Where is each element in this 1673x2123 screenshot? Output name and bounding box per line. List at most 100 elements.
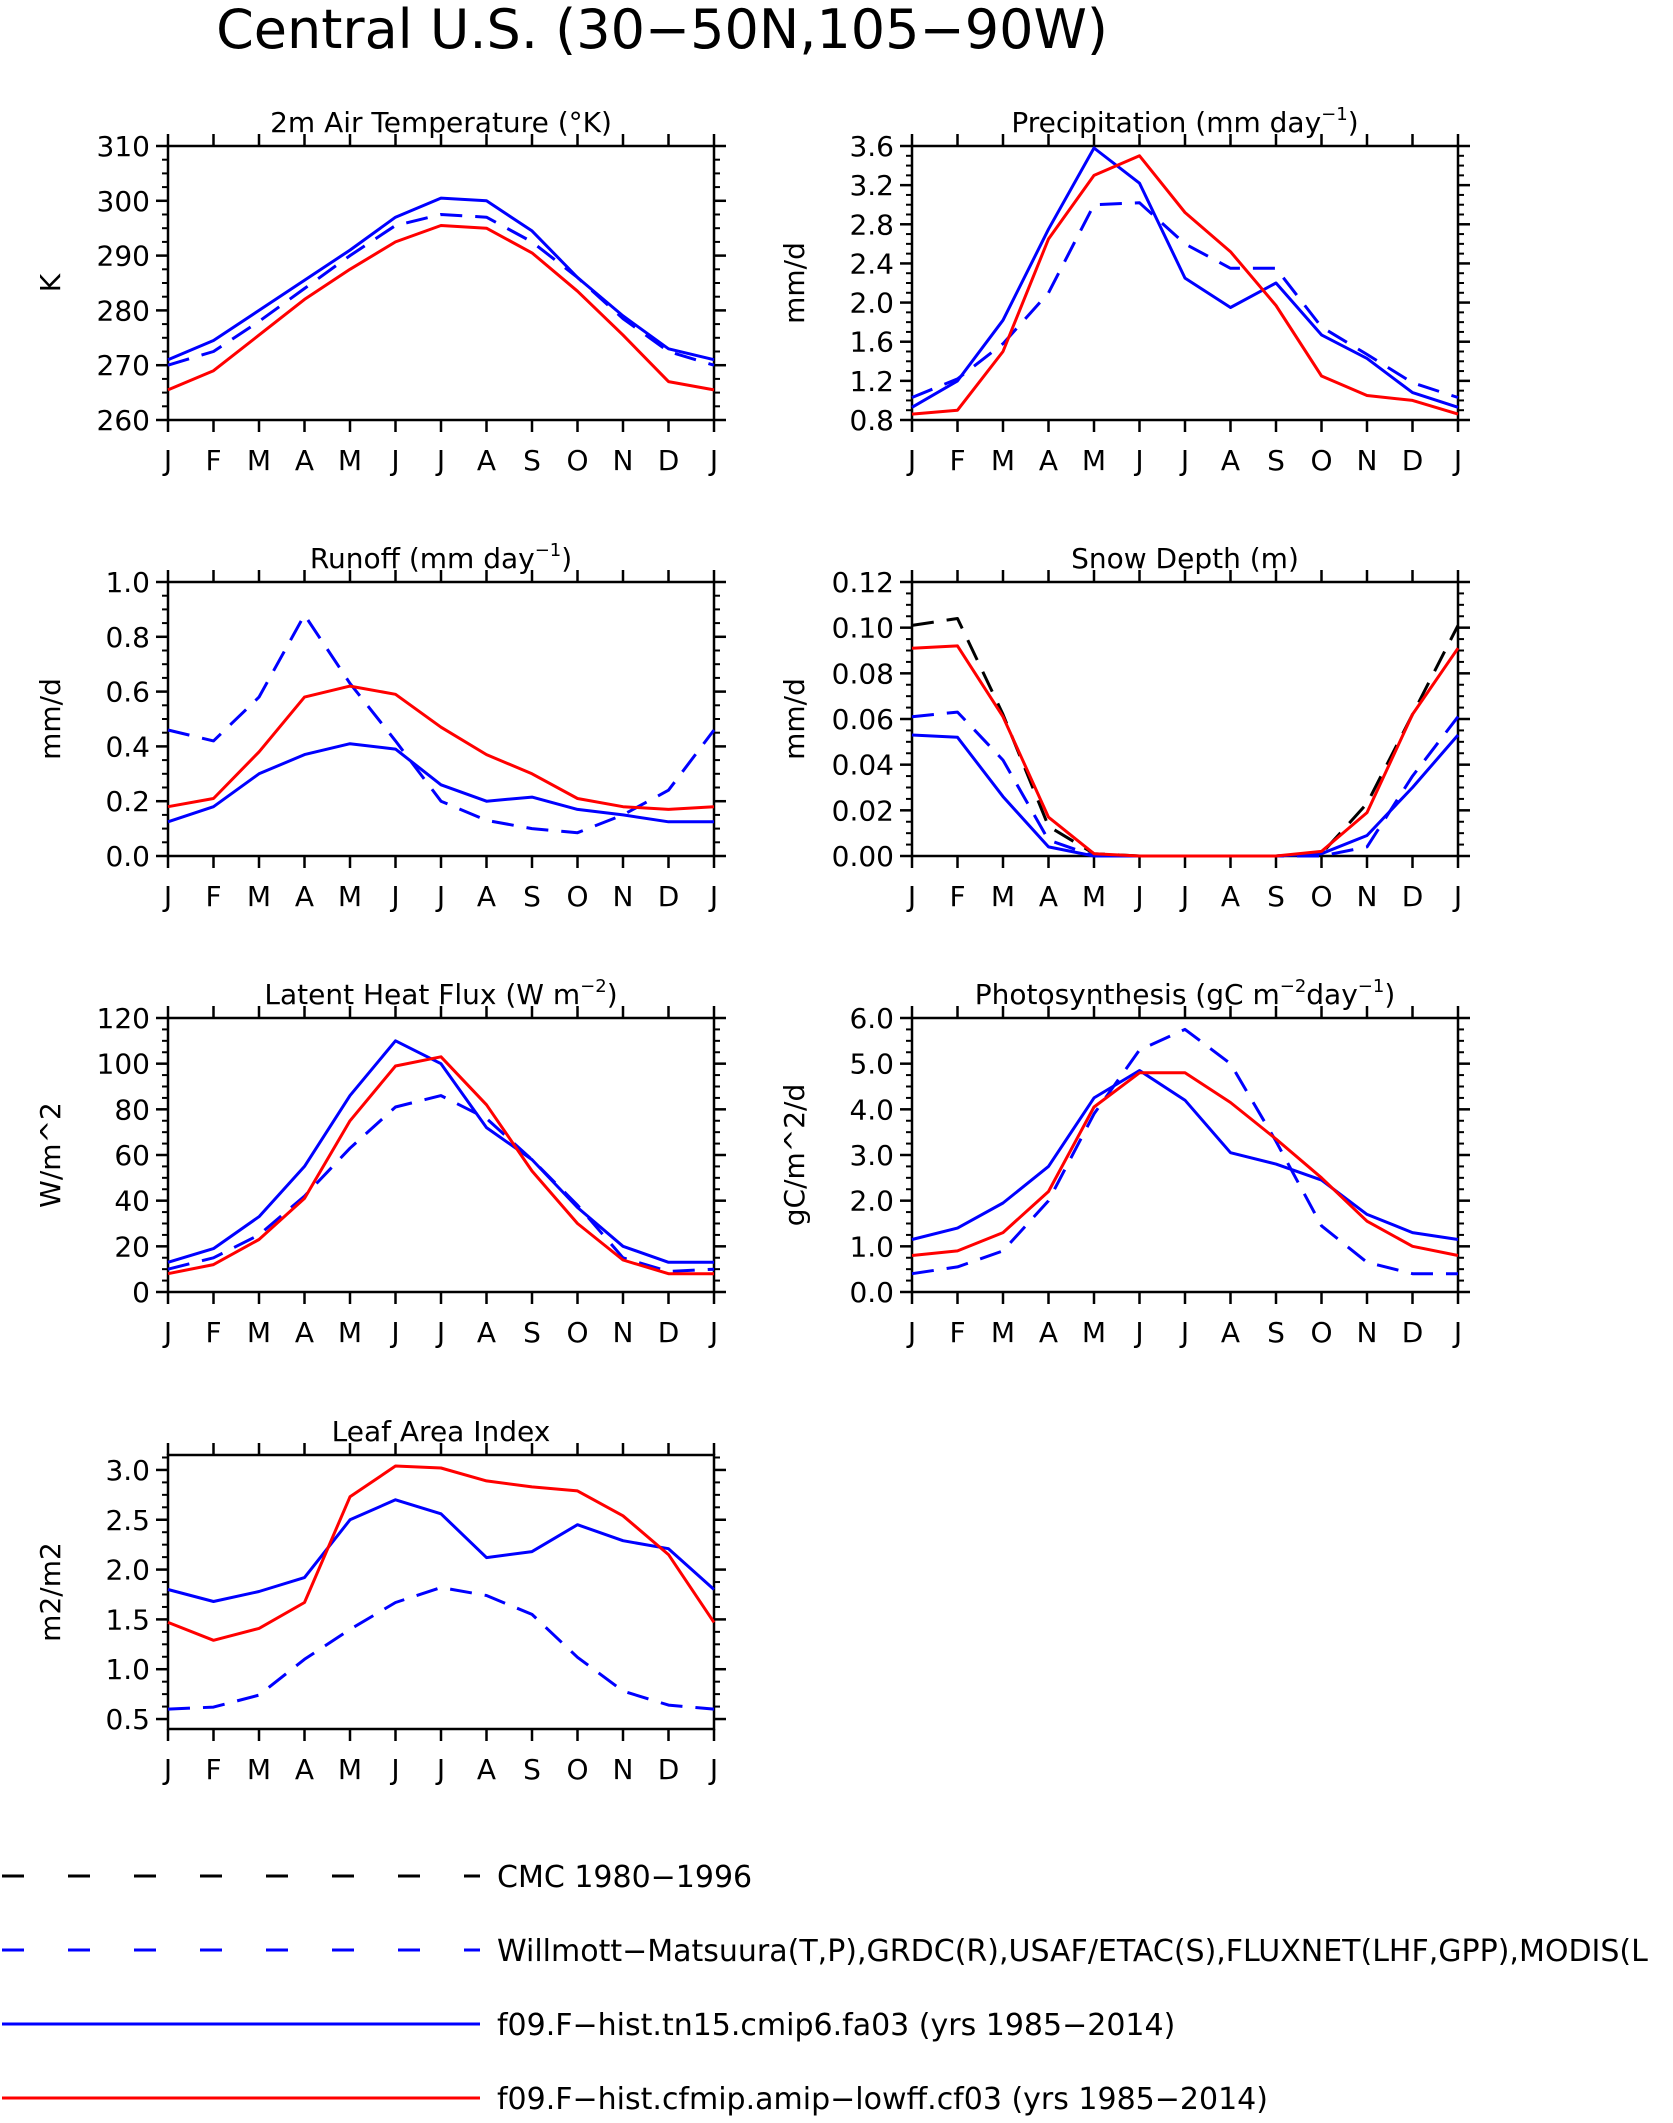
x-tick-label: N (1357, 1316, 1378, 1349)
x-tick-label: O (1310, 1316, 1332, 1349)
y-tick-label: 0.02 (832, 794, 894, 827)
x-tick-label: J (1133, 444, 1143, 477)
x-tick-label: M (991, 1316, 1015, 1349)
series-line-solid-2 (911, 1069, 1459, 1241)
x-tick-label: O (1310, 880, 1332, 913)
x-tick-label: A (1039, 1316, 1058, 1349)
y-tick-label: 270 (97, 349, 150, 382)
chart-panels: 2m Air Temperature (°K) K 260 270 280 290 300 3… (34, 104, 1470, 1786)
y-tick-label: 0.5 (105, 1703, 150, 1736)
series-line-solid-2 (167, 196, 715, 362)
y-tick-label: 0.00 (832, 840, 894, 873)
x-tick-label: F (949, 1316, 965, 1349)
chart-legend: CMC 1980−1996 Willmott−Matsuura(T,P),GRDC… (2, 1860, 1648, 2117)
y-tick-label: 40 (114, 1185, 150, 1218)
x-tick-label: F (949, 444, 965, 477)
y-axis-label: W/m^2 (34, 1102, 67, 1208)
y-tick-label: 4.0 (849, 1093, 894, 1126)
x-tick-label: S (523, 1316, 541, 1349)
x-tick-label: J (1133, 880, 1143, 913)
series-line-solid-3 (911, 154, 1459, 416)
y-tick-label: 20 (114, 1230, 150, 1263)
y-tick-label: 0.6 (105, 676, 150, 709)
y-tick-label: 60 (114, 1139, 150, 1172)
x-tick-label: M (1082, 444, 1106, 477)
x-tick-label: J (389, 444, 399, 477)
x-tick-label: J (1179, 1316, 1189, 1349)
x-tick-label: N (1357, 444, 1378, 477)
x-tick-label: J (389, 1316, 399, 1349)
series-line-solid-3 (167, 1055, 714, 1276)
y-axis-label: gC/m^2/d (778, 1084, 811, 1227)
y-tick-label: 2.5 (105, 1504, 150, 1537)
y-tick-label: 2.8 (849, 208, 894, 241)
y-tick-label: 0.0 (105, 840, 150, 873)
x-tick-label: J (162, 1316, 172, 1349)
x-tick-label: A (1221, 880, 1240, 913)
x-tick-label: M (247, 880, 271, 913)
panel-title: Photosynthesis (gC m−2day−1) (975, 976, 1396, 1011)
y-tick-label: 0.8 (849, 404, 894, 437)
x-tick-label: F (205, 444, 221, 477)
x-tick-label: S (1267, 1316, 1285, 1349)
x-tick-label: O (1310, 444, 1332, 477)
chart-panel-2: Precipitation (mm day−1) mm/d 0.8 1.2 1.6 2.0… (778, 104, 1470, 477)
x-tick-label: J (906, 444, 916, 477)
series-line-dashed-2 (911, 710, 1460, 858)
y-axis-label: mm/d (778, 678, 811, 760)
y-tick-label: 0.8 (105, 621, 150, 654)
x-tick-label: A (295, 1753, 314, 1786)
y-tick-label: 3.6 (849, 130, 894, 163)
series-line-dashed-1 (167, 1094, 715, 1273)
panel-title: 2m Air Temperature (°K) (270, 106, 612, 139)
y-tick-label: 0.2 (105, 785, 150, 818)
x-tick-label: J (389, 880, 399, 913)
chart-panel-6: Photosynthesis (gC m−2day−1) gC/m^2/d 0.0 1… (778, 976, 1470, 1349)
x-tick-label: F (949, 880, 965, 913)
x-tick-label: M (1082, 880, 1106, 913)
y-tick-label: 6.0 (849, 1002, 894, 1035)
x-tick-label: J (162, 880, 172, 913)
x-tick-label: S (523, 1753, 541, 1786)
x-tick-label: J (389, 1753, 399, 1786)
legend-label-2: Willmott−Matsuura(T,P),GRDC(R),USAF/ETAC… (497, 1934, 1648, 1969)
series-line-solid-2 (911, 146, 1459, 409)
x-tick-label: A (1221, 1316, 1240, 1349)
y-tick-label: 290 (97, 240, 150, 273)
x-tick-label: M (1082, 1316, 1106, 1349)
y-tick-label: 300 (97, 185, 150, 218)
chart-panel-4: Snow Depth (m) mm/d 0.00 0.02 0.04 0.06 0.08 0.… (778, 542, 1470, 913)
x-tick-label: J (162, 444, 172, 477)
x-tick-label: D (658, 880, 680, 913)
x-tick-label: S (523, 880, 541, 913)
y-tick-label: 120 (97, 1002, 150, 1035)
chart-panel-3: Runoff (mm day−1) mm/d 0.0 0.2 0.4 0.6 0.8 1.0 J… (34, 540, 726, 913)
plot-frame (910, 580, 1460, 858)
x-tick-label: J (708, 1753, 718, 1786)
x-tick-label: S (523, 444, 541, 477)
x-tick-label: F (205, 1753, 221, 1786)
x-tick-label: M (991, 444, 1015, 477)
legend-label-1: CMC 1980−1996 (497, 1860, 752, 1895)
x-tick-label: D (1402, 880, 1424, 913)
chart-figure-title: Central U.S. (30−50N,105−90W) (0, 0, 1673, 80)
series-line-solid-3 (167, 1464, 716, 1642)
series-line-solid-2 (167, 1039, 714, 1264)
x-tick-label: M (247, 1753, 271, 1786)
y-tick-label: 0.12 (832, 566, 894, 599)
x-tick-label: O (566, 444, 588, 477)
x-tick-label: S (1267, 444, 1285, 477)
chart-panel-1: 2m Air Temperature (°K) K 260 270 280 290 300 3… (34, 106, 726, 477)
x-tick-label: M (338, 444, 362, 477)
x-tick-label: D (658, 1316, 680, 1349)
plot-frame (910, 144, 1460, 422)
x-tick-label: O (566, 1753, 588, 1786)
x-tick-label: M (338, 880, 362, 913)
x-tick-label: M (338, 1753, 362, 1786)
x-tick-label: N (613, 1316, 634, 1349)
x-tick-label: M (338, 1316, 362, 1349)
series-line-dashed-1 (911, 617, 1460, 858)
x-tick-label: A (477, 444, 496, 477)
y-tick-label: 260 (97, 404, 150, 437)
series-line-solid-2 (167, 1498, 716, 1603)
